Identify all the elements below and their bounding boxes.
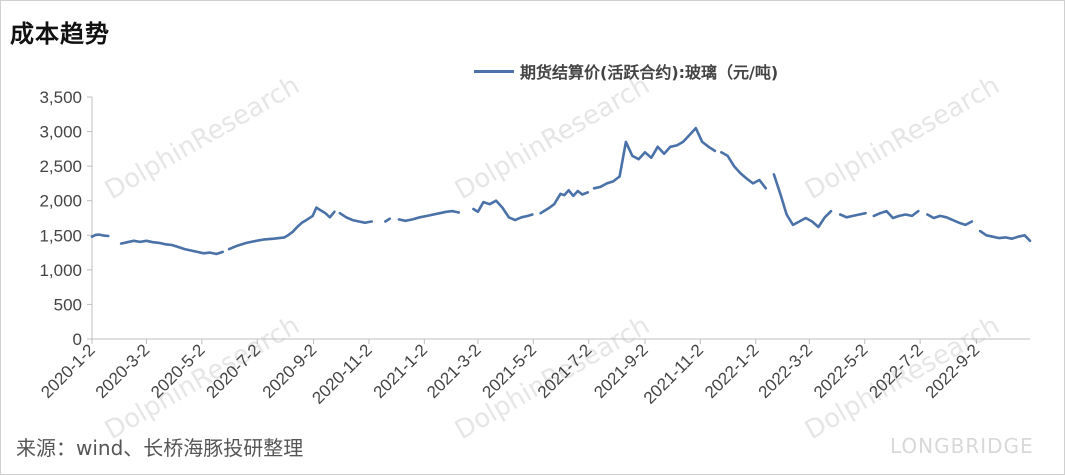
y-axis: 0 500 1,000 1,500 2,000 2,500 3,000 3,500 bbox=[39, 88, 93, 349]
y-tick-label: 2,500 bbox=[39, 157, 82, 176]
x-tick-label: 2021-1-2 bbox=[370, 340, 432, 402]
series-line-segment bbox=[472, 199, 534, 222]
chart-title: 成本趋势 bbox=[10, 20, 110, 48]
y-tick-label: 2,000 bbox=[39, 192, 82, 211]
x-axis: 2020-1-22020-3-22020-5-22020-7-22020-9-2… bbox=[37, 338, 1030, 408]
legend-line-swatch bbox=[474, 69, 514, 73]
x-tick-label: 2020-5-2 bbox=[147, 340, 209, 402]
x-tick-label: 2020-1-2 bbox=[37, 340, 99, 402]
series-line-segment bbox=[539, 189, 590, 215]
x-tick-label: 2022-3-2 bbox=[755, 340, 817, 402]
series-line-segment bbox=[978, 229, 1032, 243]
series-line-segment bbox=[838, 211, 867, 219]
legend: 期货结算价(活跃合约):玻璃（元/吨) bbox=[474, 60, 778, 82]
x-tick-label: 2022-5-2 bbox=[810, 340, 872, 402]
x-tick-label: 2022-1-2 bbox=[701, 340, 763, 402]
x-tick-label: 2022-9-2 bbox=[922, 340, 984, 402]
x-tick-label: 2020-7-2 bbox=[203, 340, 265, 402]
x-tick-label: 2020-3-2 bbox=[92, 340, 154, 402]
series-line-segment bbox=[872, 209, 920, 220]
y-tick-label: 1,000 bbox=[39, 261, 82, 280]
series-group bbox=[90, 126, 1032, 256]
series-line-segment bbox=[926, 213, 974, 227]
legend-label: 期货结算价(活跃合约):玻璃（元/吨) bbox=[520, 63, 779, 82]
x-tick-label: 2021-3-2 bbox=[423, 340, 485, 402]
series-line-segment bbox=[397, 209, 461, 223]
brand-logo: LONGBRIDGE bbox=[890, 434, 1034, 458]
series-line-segment bbox=[719, 151, 768, 190]
x-tick-label: 2021-7-2 bbox=[534, 340, 596, 402]
series-line-segment bbox=[90, 233, 110, 238]
series-line-segment bbox=[227, 206, 336, 251]
y-tick-label: 500 bbox=[54, 295, 82, 314]
series-line-segment bbox=[383, 217, 392, 223]
series-line-segment bbox=[338, 211, 374, 225]
series-line-segment bbox=[772, 173, 833, 229]
x-tick-label: 2022-7-2 bbox=[865, 340, 927, 402]
y-tick-label: 3,500 bbox=[39, 88, 82, 107]
y-tick-label: 0 bbox=[73, 330, 82, 349]
series-line-segment bbox=[592, 126, 717, 190]
x-tick-label: 2020-11-2 bbox=[308, 340, 375, 407]
y-tick-label: 3,000 bbox=[39, 123, 82, 142]
x-tick-label: 2021-5-2 bbox=[479, 340, 541, 402]
x-tick-label: 2021-11-2 bbox=[640, 340, 707, 407]
source-note: 来源：wind、长桥海豚投研整理 bbox=[16, 436, 304, 460]
y-tick-label: 1,500 bbox=[39, 226, 82, 245]
series-line-segment bbox=[119, 239, 225, 256]
